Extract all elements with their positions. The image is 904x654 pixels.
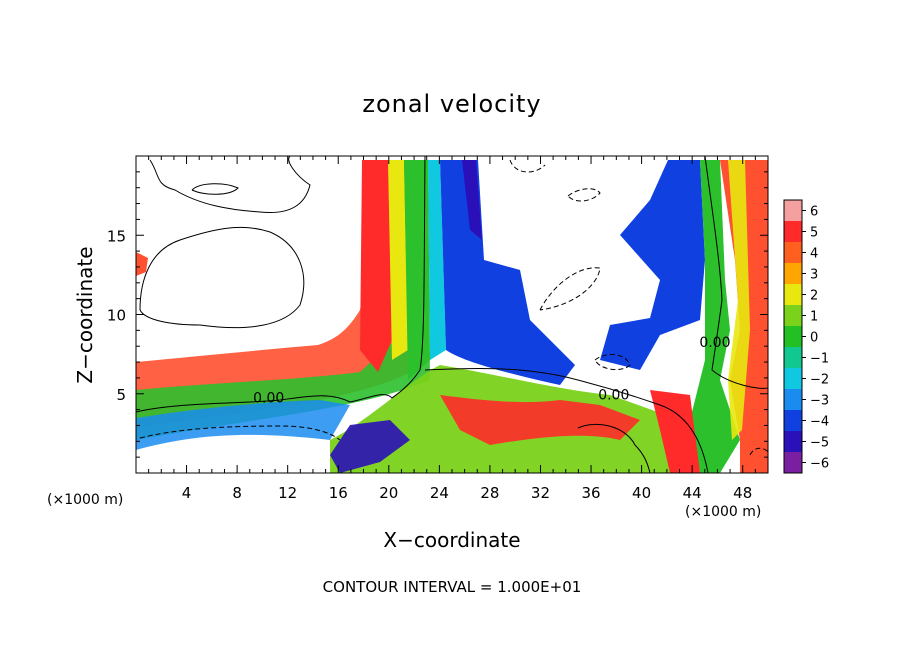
contour-label: 0.00 [699,335,730,351]
contour-neg-left [139,425,341,441]
colorbar-swatch [784,410,802,431]
x-tick-label: 20 [379,484,398,502]
colorbar-label: 0 [810,331,818,346]
colorbar-swatch [784,347,802,368]
x-tick-label: 36 [581,484,600,502]
colorbar-swatch [784,389,802,410]
x-tick-label: 44 [683,484,702,502]
colorbar-label: 1 [810,310,818,325]
contour-zero-right [704,156,768,389]
field-right-blue [600,160,705,370]
velocity-field [136,160,768,473]
x-tick-label: 8 [232,484,242,502]
colorbar-swatch [784,284,802,305]
chart-title: zonal velocity [362,90,541,118]
contour-neg-small [567,188,601,202]
y-tick-label: 5 [116,386,126,404]
colorbar: −6 −5 −4 −3 −2 −1 0 1 2 3 4 5 6 [783,199,829,474]
contour-neg-bottom-right [749,447,768,456]
colorbar-label: 5 [810,226,818,241]
colorbar-label: −6 [810,457,829,472]
x-axis: 4 8 12 16 20 24 28 32 36 40 44 48 [148,156,756,502]
x-tick-label: 12 [278,484,297,502]
field-band-left-lower [136,160,430,428]
contour-lower-right [577,423,651,473]
field-column-darkblue [462,160,482,240]
contour-lines [136,156,768,473]
contour-small-ellipse [191,183,239,195]
y-axis: 5 10 15 [107,171,768,458]
colorbar-swatch [784,221,802,242]
contour-upper-left [149,156,311,214]
colorbar-swatch [784,242,802,263]
contour-interval-footer: CONTOUR INTERVAL = 1.000E+01 [323,578,582,596]
y-axis-label: Z−coordinate [73,246,97,383]
contour-label: 0.00 [253,391,284,407]
field-column-red [360,160,392,372]
contour-zero-left [136,156,426,413]
colorbar-label: −1 [810,352,829,367]
field-lower-blue [330,420,410,473]
x-tick-label: 24 [430,484,449,502]
x-tick-label: 16 [329,484,348,502]
colorbar-swatch [784,263,802,284]
colorbar-swatch [784,305,802,326]
x-tick-label: 48 [733,484,752,502]
colorbar-label: 4 [810,247,818,262]
colorbar-label: 3 [810,268,818,283]
colorbar-label: −4 [810,415,829,430]
field-column-yellow [388,160,408,360]
contour-label: 0.00 [598,387,629,403]
field-band-left-neg [136,400,350,450]
colorbar-label: −2 [810,373,829,388]
field-edge-patch [136,252,148,276]
colorbar-label: −3 [810,394,829,409]
field-right-lower-red [650,390,700,473]
colorbar-label: 2 [810,289,818,304]
field-column-green [404,160,430,380]
field-right-yellow [728,160,750,440]
field-column-blue [440,160,575,385]
x-axis-label: X−coordinate [383,528,520,552]
x-unit-label-right: (×1000 m) [685,504,761,520]
x-unit-label-left: (×1000 m) [47,492,123,508]
colorbar-swatch [784,431,802,452]
field-column-cyan [428,160,446,360]
colorbar-label: 6 [810,205,818,220]
contour-labels: 0.00 0.00 0.00 [253,335,730,407]
colorbar-swatch [784,326,802,347]
colorbar-label: −5 [810,436,829,451]
x-tick-label: 4 [182,484,192,502]
y-tick-label: 15 [107,227,126,245]
colorbar-swatch [784,368,802,389]
field-lower-red [440,395,640,445]
x-tick-label: 40 [632,484,651,502]
field-band-left-inner [136,160,430,440]
contour-neg-mid [539,267,601,311]
contour-neg-upper [509,159,546,173]
colorbar-swatch [784,452,802,473]
field-right-green [690,160,740,473]
x-tick-label: 32 [531,484,550,502]
contour-closed-left [139,226,305,329]
x-tick-label: 28 [480,484,499,502]
contour-zero-central [424,367,709,473]
y-tick-label: 10 [107,307,126,325]
colorbar-swatch [784,200,802,221]
contour-neg-lower [594,354,631,371]
